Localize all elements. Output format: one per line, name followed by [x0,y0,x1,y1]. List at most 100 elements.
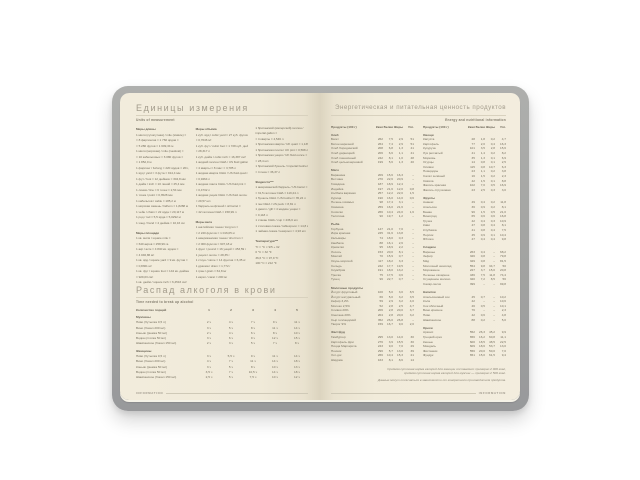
food-value: 81,5 [499,259,506,264]
food-value: 4,7 [501,137,506,142]
food-value: 4,0 [409,299,414,304]
food-value: 61,5 [488,353,495,358]
food-value: 20,0 [396,313,403,318]
food-value: 40 [410,160,414,165]
food-value: 2,3 [501,308,506,313]
food-name: Фисташки [423,348,438,353]
food-value: – [412,272,414,277]
units-line: = 28,317 л [195,149,210,153]
food-value: 29 [410,344,414,349]
units-line: = 0,7646 м³ [195,138,212,142]
food-value: 191 [377,268,383,273]
food-value: 75 [379,272,383,277]
food-name: Индейка [331,186,344,191]
food-value: 0,4 [480,200,485,205]
food-value: 163 [377,357,383,362]
food-row: Треска 75 17,5 0,6 – [331,273,414,278]
food-value: 11,8 [500,200,506,205]
food-value: 26,8 [396,317,403,322]
food-row: Окунь морской 117 18,2 3,3 – [331,259,414,264]
food-value: 18,5 [478,339,485,344]
units-line: = 4 046,86 м² [136,252,155,257]
food-name: Кефир 3,2% [331,299,349,304]
food-value: 8,1 [398,249,403,254]
alcohol-value: 5,5 ч [227,354,235,359]
alcohol-value: 12 ч [294,374,300,379]
food-row: Йогурт натуральный 66 5,0 3,2 3,5 [331,295,414,300]
food-value: 0,4 [490,227,495,232]
food-row: Банан 96 1,5 0,5 21,0 [423,210,506,215]
food-value: 0,8 [480,254,485,259]
food-value: 1,0 [398,155,403,160]
food-value: 326 [469,254,475,259]
food-value: 42 [471,313,475,318]
food-value: – [412,182,414,187]
units-title: Единицы измерения [136,103,249,113]
alcohol-value: 7,5 ч [249,374,257,379]
food-value: 3,5 [480,146,485,151]
food-name: Сметана 20% [331,313,351,318]
food-value: 2,9 [398,141,403,146]
food-value: 12,0 [396,186,403,191]
food-row: Вино красное 76 – – 2,3 [423,308,506,313]
food-value: – [493,254,495,259]
units-line: 1 баррель нефтяной / oil barrel = [195,204,241,208]
alcohol-value: 3,5 ч [205,369,213,374]
food-header-row: Продукты (100 г) Ккал Белки Жиры Угл. [331,125,414,130]
units-line: 1 морская сажень / fathom = 1,8288 м [136,204,188,208]
food-value: – [493,317,495,322]
alcohol-value: 4 ч [228,330,234,335]
food-value: 18,9 [386,182,393,187]
food-value: 0,5 [490,183,495,188]
food-value: 10,6 [499,299,506,304]
food-name: Багет [331,137,339,142]
food-value: 17,4 [386,200,393,205]
food-name: Фасоль стручковая [423,187,451,192]
food-value: 53,7 [488,344,495,349]
food-row: Ветчина 270 22,6 20,9 – [331,177,414,182]
food-name: Лук репчатый [423,150,443,155]
food-value: 8,8 [501,178,506,183]
food-row: Ананас 49 0,4 0,2 11,8 [423,200,506,205]
food-value: 19,5 [396,263,403,268]
food-header-col: Ккал [467,124,475,129]
food-value: 16 [471,173,475,178]
food-value: 600 [469,339,475,344]
alcohol-value: 14 ч [272,369,278,374]
food-value: 68,2 [499,249,506,254]
food-value: 23 [471,187,475,192]
food-value: 0,4 [480,237,485,242]
food-value: 257 [377,191,383,196]
units-line: = 0,118 л [255,212,268,217]
food-value: 76 [471,308,475,313]
food-value: 159 [377,322,383,327]
food-value: 14,0 [396,334,403,339]
food-row: Кефир 3,2% 59 2,9 3,2 4,0 [331,299,414,304]
food-value: – [493,249,495,254]
food-value: 46 [471,303,475,308]
alcohol-table: Количество порций 1 2 3 4 5 Мужчины Пиво (бутыл… [136,308,308,381]
units-line: = 31,5 галлона США = 119,24 л [255,190,299,195]
food-value: 0,7 [398,254,403,259]
alcohol-row-label: Шампанское (бокал 150 мл) [136,374,177,379]
food-row: Гамбургер 295 13,0 14,0 30 [331,335,414,340]
food-value: 8,1 [501,205,506,209]
food-value: 10,7 [488,164,495,169]
food-value: 6,3 [501,164,506,169]
units-line: = 1 852,0 м [136,160,152,164]
food-value: – [483,282,485,286]
units-line: °F = °C × 9/5 + 32 [255,244,280,249]
title-rule [331,115,506,116]
food-value: 52 [379,303,383,308]
food-value: 2,8 [388,303,393,308]
alcohol-value: 13 ч [294,364,300,369]
food-value: 95 [379,245,383,250]
food-name: Банан [423,209,432,214]
spacer [136,226,189,229]
alcohol-value: 14 ч [272,359,278,364]
alcohol-value: 3 ч [206,364,212,369]
alcohol-value: 7 ч [272,341,278,346]
food-row: Хлеб цельнозерновой 199 5,6 1,3 40 [331,160,414,165]
food-value: – [412,226,414,231]
food-row: Камбала 88 16,1 2,6 – [331,241,414,246]
